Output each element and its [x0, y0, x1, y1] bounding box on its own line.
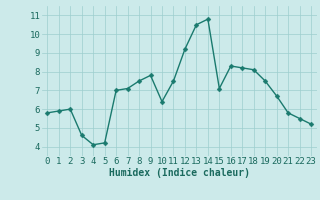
X-axis label: Humidex (Indice chaleur): Humidex (Indice chaleur) — [109, 168, 250, 178]
